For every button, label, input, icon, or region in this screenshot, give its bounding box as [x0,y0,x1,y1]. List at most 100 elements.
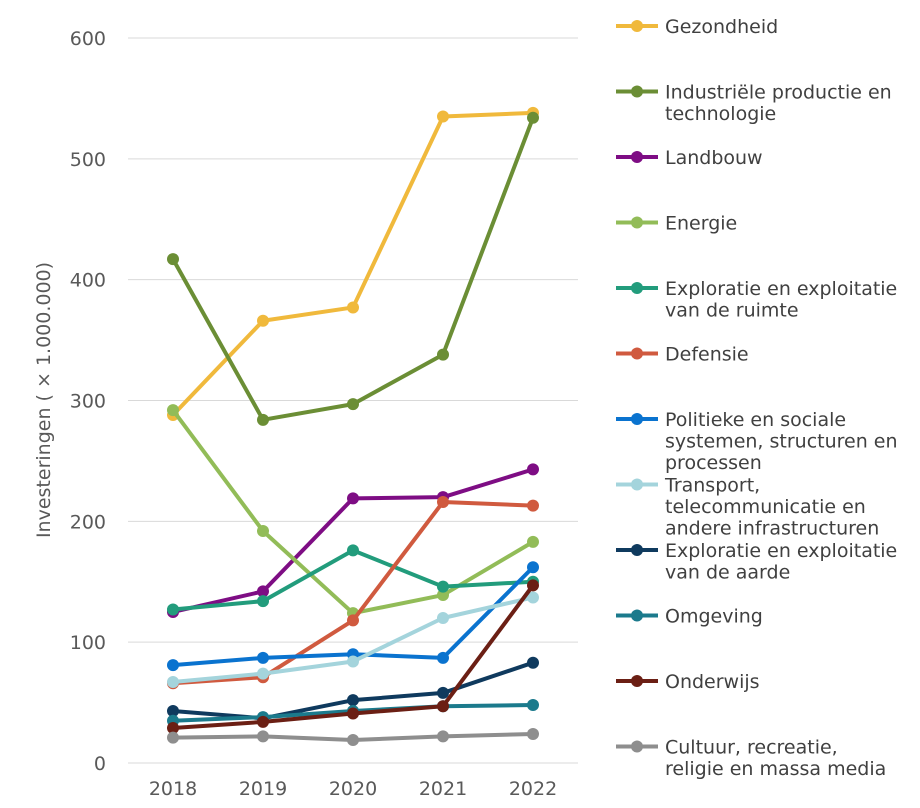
series-1 [167,111,539,426]
y-tick-label: 600 [70,28,106,50]
data-point [437,110,449,123]
y-tick-label: 500 [70,149,106,171]
legend-label: Onderwijs [665,671,760,693]
data-point [257,667,269,680]
data-point [437,700,449,713]
data-point [167,731,179,744]
legend-label: Transport, telecommunicatie en andere infr… [664,475,879,540]
legend-swatch-marker [631,151,643,163]
x-tick-label: 2021 [419,778,467,800]
legend-item: Defensie [616,344,749,366]
data-point [257,413,269,426]
data-point [347,398,359,411]
data-point [527,111,539,124]
data-point [347,655,359,668]
x-tick-label: 2018 [149,778,197,800]
legend-item: Omgeving [616,606,763,628]
legend-swatch-marker [631,609,643,622]
data-point [167,721,179,734]
legend-item: Industriële productie en technologie [616,82,892,125]
data-point [437,686,449,699]
legend-item: Onderwijs [616,671,760,693]
series-3 [167,404,539,620]
data-point [257,730,269,743]
legend-item: Energie [616,213,737,235]
x-tick-label: 2022 [509,778,557,800]
y-tick-label: 200 [70,511,106,533]
data-point [437,580,449,593]
series-10 [167,579,539,734]
legend-label: Gezondheid [665,16,778,38]
data-point [257,525,269,537]
legend-swatch-marker [631,216,643,229]
legend-item: Gezondheid [616,16,778,38]
data-point [167,253,179,266]
y-tick-label: 300 [70,391,106,413]
data-point [437,348,449,361]
data-point [527,591,539,604]
data-point [167,603,179,616]
legend-swatch-marker [631,413,643,425]
legend-swatch-marker [631,740,643,753]
x-tick-label: 2019 [239,778,287,800]
legend-label: Cultuur, recreatie, religie en massa medi… [665,737,886,781]
x-axis-ticks: 2018 2019 2020 2021 2022 [149,778,557,800]
legend-item: Politieke en sociale systemen, structuren… [616,409,898,474]
data-point [257,715,269,728]
y-axis-label: Investeringen ( × 1.000.000) [33,262,55,538]
data-point [527,561,539,574]
data-point [437,589,449,602]
data-point [347,301,359,314]
data-point [257,314,269,327]
data-point [437,612,449,624]
data-point [527,579,539,592]
series-4 [167,544,539,616]
series-11 [167,728,539,747]
data-point [167,705,179,718]
legend-swatch-marker [631,675,643,687]
y-tick-label: 400 [70,270,106,292]
y-axis-ticks: 0 100 200 300 400 500 600 [70,28,106,775]
legend-item: Exploratie en exploitatie van de aarde [616,540,897,584]
legend-label: Landbouw [665,147,763,169]
legend-swatch-marker [631,85,643,98]
x-tick-label: 2020 [329,778,377,800]
series-group [167,106,539,747]
legend-label: Exploratie en exploitatie van de ruimte [665,278,897,322]
legend-label: Omgeving [665,606,763,628]
gridlines [128,37,578,764]
legend-swatch-marker [631,282,643,294]
data-point [167,404,179,417]
data-point [347,544,359,557]
data-point [527,463,539,476]
legend-item: Transport, telecommunicatie en andere infr… [616,475,879,540]
y-tick-label: 100 [70,632,106,654]
data-point [347,492,359,505]
data-point [257,651,269,664]
data-point [437,730,449,743]
series-7 [167,591,539,689]
legend-item: Exploratie en exploitatie van de ruimte [616,278,897,322]
data-point [437,651,449,664]
data-point [347,694,359,707]
legend-label: Defensie [665,344,749,366]
legend-swatch-marker [631,20,643,32]
data-point [527,656,539,669]
data-point [527,699,539,711]
legend: Gezondheid Industriële productie en techno… [616,16,898,780]
legend-label: Exploratie en exploitatie van de aarde [665,540,897,584]
data-point [167,659,179,672]
data-point [257,595,269,608]
legend-item: Cultuur, recreatie, religie en massa medi… [616,737,886,781]
legend-label: Politieke en sociale systemen, structuren… [665,409,898,474]
legend-swatch-marker [631,347,643,360]
data-point [257,585,269,598]
legend-swatch-marker [631,544,643,556]
data-point [347,614,359,627]
data-point [347,707,359,720]
y-tick-label: 0 [94,753,106,775]
legend-label: Energie [665,213,737,235]
data-point [527,535,539,548]
